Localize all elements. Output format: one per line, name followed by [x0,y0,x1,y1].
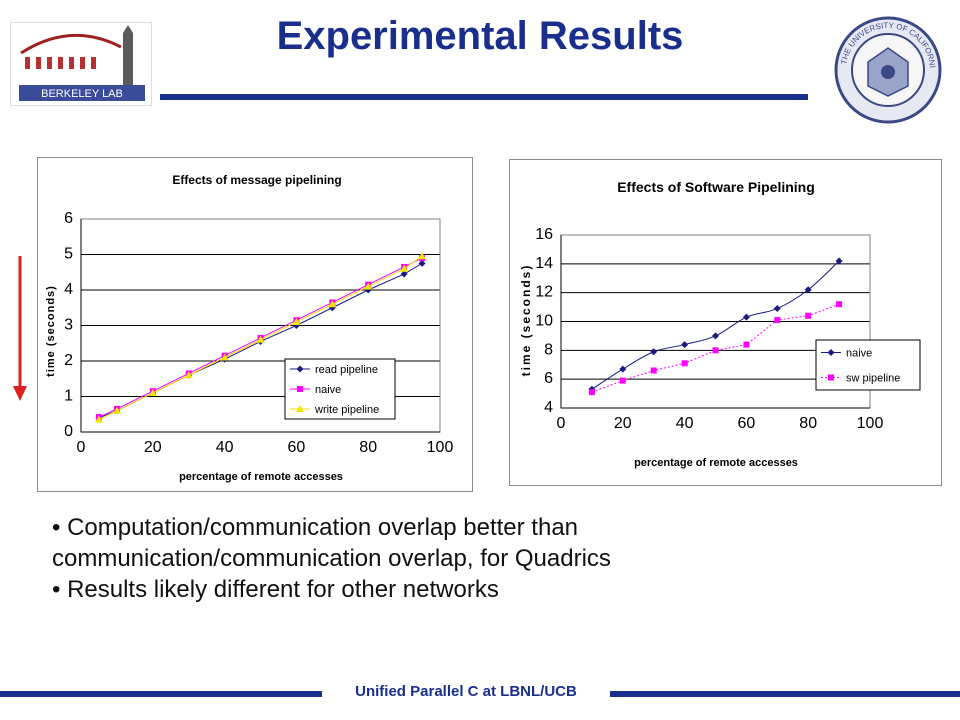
undefined-ytick-label: 14 [535,255,553,272]
bullet-item-1-continued: communication/communication overlap, for… [52,545,611,572]
chart1-ylabel: time (seconds) [45,285,57,377]
bullet-item-1: • Computation/communication overlap bett… [52,514,579,541]
red-down-arrow-icon [10,256,30,402]
undefined-xtick-label: 80 [799,415,817,432]
undefined-legend-label: read pipeline [315,364,378,376]
undefined-data-point [112,406,121,414]
chart1-xlabel: percentage of remote accesses [179,471,343,483]
undefined-xtick-label: 0 [77,439,86,456]
undefined-data-point [400,270,408,278]
berkeley-lab-logo: BERKELEY LAB [10,22,152,106]
undefined-xtick-label: 60 [288,439,306,456]
undefined-xtick-label: 100 [857,415,884,432]
undefined-legend-marker [828,374,834,381]
undefined-ytick-label: 4 [544,399,553,416]
undefined-data-point [328,300,337,308]
undefined-ytick-label: 8 [544,341,553,358]
undefined-data-point [400,264,409,272]
undefined-data-point [743,341,750,348]
chart-message-pipelining: Effects of message pipelining 0 1 2 3 4 5 6 0 20… [37,157,473,492]
undefined-ytick-label: 6 [64,210,73,227]
undefined-legend-label: naive [846,348,872,360]
undefined-legend-marker [827,349,835,356]
undefined-ytick-label: 6 [544,370,553,387]
undefined-xtick-label: 60 [738,415,756,432]
undefined-xtick-label: 20 [144,439,162,456]
undefined-data-point [742,313,750,321]
undefined-ytick-label: 1 [64,388,73,405]
chart1-title: Effects of message pipelining [172,173,341,187]
berkeley-lab-wordmark: BERKELEY LAB [41,88,123,100]
undefined-ytick-label: 10 [535,313,553,330]
undefined-legend-label: sw pipeline [846,373,900,385]
undefined-legend-marker [296,405,304,412]
undefined-xtick-label: 80 [359,439,377,456]
undefined-xtick-label: 40 [676,415,694,432]
undefined-ytick-label: 12 [535,284,553,301]
undefined-data-point [619,377,626,384]
undefined-series-line-0 [591,260,840,390]
undefined-data-point [835,257,843,265]
undefined-data-point [184,371,193,379]
undefined-ytick-label: 0 [64,423,73,440]
undefined-data-point [292,317,301,325]
undefined-ytick-label: 16 [535,226,553,243]
undefined-data-point [712,347,719,354]
undefined-data-point [256,335,265,343]
undefined-data-point [148,388,157,396]
undefined-ytick-label: 5 [64,246,73,263]
undefined-data-point [650,367,657,374]
footer-rule-right [610,691,960,697]
footer-rule-left [0,691,322,697]
undefined-data-point [836,301,843,308]
chart2-xlabel: percentage of remote accesses [634,457,798,469]
undefined-data-point [681,360,688,367]
undefined-legend-label: write pipeline [314,404,379,416]
title-rule [160,94,808,100]
undefined-data-point [681,341,689,349]
undefined-ytick-label: 3 [64,317,73,334]
undefined-xtick-label: 20 [614,415,632,432]
undefined-ytick-label: 4 [64,281,73,298]
footer-text: Unified Parallel C at LBNL/UCB [355,683,577,700]
undefined-ytick-label: 2 [64,352,73,369]
undefined-xtick-label: 100 [427,439,454,456]
undefined-data-point [364,282,373,290]
slide-title: Experimental Results [276,14,684,58]
chart2-ylabel: time (seconds) [519,264,533,377]
undefined-data-point [94,415,103,423]
undefined-data-point [220,353,229,361]
undefined-data-point [804,286,812,294]
undefined-legend-marker [297,386,303,392]
university-of-california-seal: THE UNIVERSITY OF CALIFORNIA · 1868 [832,9,942,124]
undefined-data-point [773,305,781,313]
undefined-data-point [418,259,426,267]
bullet-item-2: • Results likely different for other net… [52,576,499,603]
undefined-xtick-label: 0 [557,415,566,432]
undefined-data-point [650,348,658,356]
undefined-data-point [619,365,627,373]
undefined-legend-box [815,339,921,391]
bullet-list: • Computation/communication overlap bett… [52,512,932,605]
undefined-xtick-label: 40 [216,439,234,456]
undefined-legend-label: naive [315,384,341,396]
undefined-data-point [712,332,719,340]
undefined-data-point [805,312,812,319]
undefined-data-point [588,389,595,396]
chart2-legend: naive sw pipeline [815,339,921,391]
undefined-legend-marker [296,365,304,373]
chart-software-pipelining: Effects of Software Pipelining 4 6 8 10 12 14… [509,159,942,486]
undefined-data-point [774,317,781,324]
chart1-legend: read pipeline naive write pipeline [284,358,396,420]
undefined-data-point [418,252,427,260]
chart2-title: Effects of Software Pipelining [617,179,815,195]
